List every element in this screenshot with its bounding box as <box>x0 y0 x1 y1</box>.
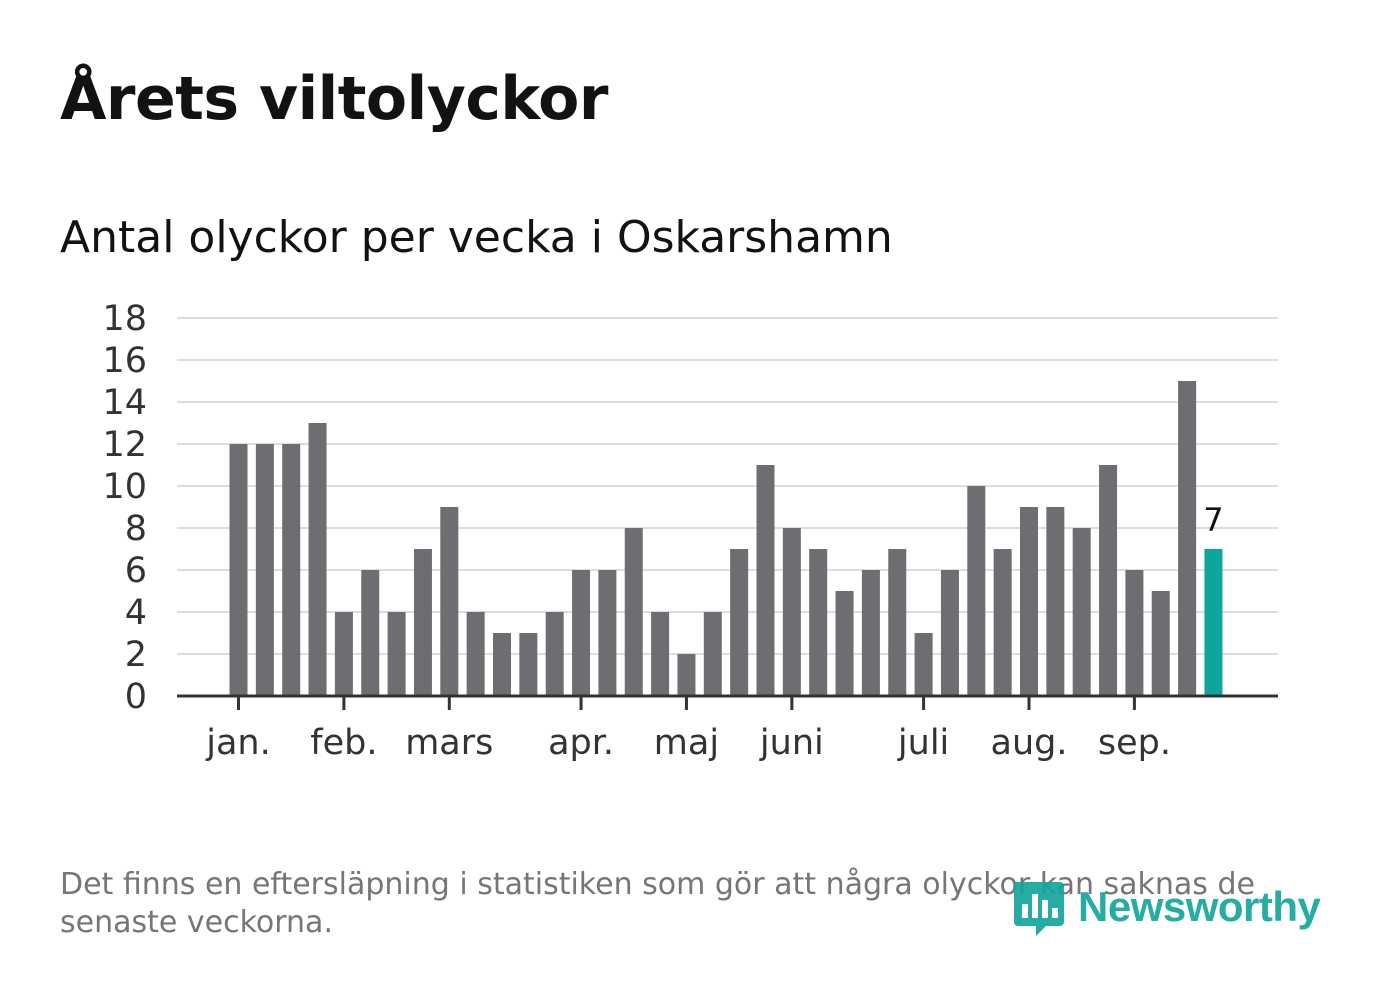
bar <box>677 654 696 696</box>
bar <box>1020 507 1038 696</box>
bar <box>993 549 1012 696</box>
bar <box>1046 507 1065 696</box>
bar <box>1125 570 1144 696</box>
bar <box>914 633 933 696</box>
bar <box>572 570 591 696</box>
y-tick-label: 4 <box>125 593 147 633</box>
bar <box>545 612 564 696</box>
bar <box>835 591 854 696</box>
bar <box>282 444 301 696</box>
chart-title: Årets viltolyckor <box>60 64 609 134</box>
bar <box>624 528 643 696</box>
bar <box>888 549 907 696</box>
bar <box>940 570 959 696</box>
x-tick-label: juni <box>759 723 824 763</box>
y-tick-label: 0 <box>125 677 147 717</box>
bar-highlight <box>1204 549 1223 696</box>
y-tick-label: 10 <box>102 467 147 507</box>
bar <box>1099 465 1118 696</box>
bar <box>519 633 538 696</box>
logo-text: Newsworthy <box>1078 883 1321 930</box>
bar <box>782 528 801 696</box>
y-tick-label: 8 <box>125 509 147 549</box>
bar <box>387 612 406 696</box>
bar <box>334 612 353 696</box>
bar <box>861 570 880 696</box>
y-tick-label: 6 <box>125 551 147 591</box>
y-tick-label: 18 <box>102 299 147 339</box>
y-tick-label: 14 <box>102 383 147 423</box>
chart-subtitle: Antal olyckor per vecka i Oskarshamn <box>60 212 893 263</box>
bar <box>413 549 432 696</box>
bar <box>466 612 485 696</box>
x-tick-label: feb. <box>310 723 377 763</box>
newsworthy-logo[interactable]: Newsworthy <box>1010 878 1321 936</box>
newsworthy-logo-icon <box>1013 882 1064 936</box>
x-tick-label: juli <box>897 723 949 763</box>
bar <box>598 570 617 696</box>
y-tick-label: 16 <box>102 341 147 381</box>
bar <box>1178 381 1197 696</box>
bar <box>756 465 775 696</box>
x-tick-label: aug. <box>991 723 1068 763</box>
y-tick-label: 2 <box>125 635 147 675</box>
bar <box>651 612 670 696</box>
bar <box>809 549 828 696</box>
x-tick-label: jan. <box>205 723 270 763</box>
x-tick-label: apr. <box>548 723 614 763</box>
bar <box>308 423 327 696</box>
y-tick-label: 12 <box>102 425 147 465</box>
bar <box>493 633 511 696</box>
bar <box>229 444 248 696</box>
bar <box>730 549 749 696</box>
x-tick-label: maj <box>654 723 719 763</box>
x-tick-label: sep. <box>1098 723 1171 763</box>
bar <box>440 507 459 696</box>
bar <box>255 444 274 696</box>
bar <box>703 612 722 696</box>
bar <box>967 486 986 696</box>
x-tick-label: mars <box>405 723 493 763</box>
bar <box>1072 528 1091 696</box>
bar-value-label: 7 <box>1203 501 1223 539</box>
bar <box>1151 591 1170 696</box>
bar <box>361 570 380 696</box>
